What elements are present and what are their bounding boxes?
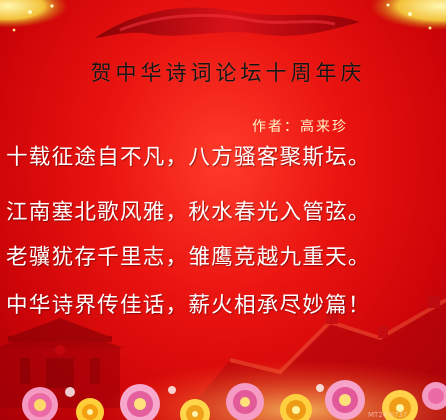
red-flag-banner-icon [95, 7, 360, 38]
tiananmen-gate-icon [0, 318, 124, 408]
poem-line: 中华诗界传佳话，薪火相承尽妙篇！ [6, 293, 371, 318]
poem-line: 十载征途自不凡，八方骚客聚斯坛。 [6, 145, 371, 170]
flower-border-icon [22, 380, 446, 420]
poem-line: 老骥犹存千里志，雏鹰竞越九重天。 [6, 245, 371, 270]
poem-author: 作者：高来珍 [252, 119, 348, 135]
watermark: MT24 6737 [368, 411, 407, 419]
golden-sparkle-corner-icon [0, 0, 446, 32]
poem-line: 江南塞北歌风雅，秋水春光入管弦。 [6, 200, 371, 225]
poem-title: 贺中华诗词论坛十周年庆 [90, 61, 366, 85]
